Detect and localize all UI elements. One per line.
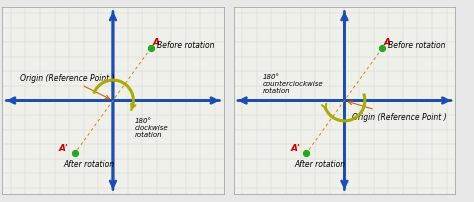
Point	[71, 152, 79, 155]
Text: A': A'	[291, 143, 300, 152]
Text: 180°
clockwise
rotation: 180° clockwise rotation	[135, 117, 168, 137]
Text: 180°
counterclockwise
rotation: 180° counterclockwise rotation	[263, 73, 323, 93]
Text: After rotation: After rotation	[64, 159, 115, 168]
Text: A': A'	[59, 143, 69, 152]
Text: After rotation: After rotation	[295, 159, 346, 168]
Text: A: A	[384, 37, 391, 46]
Point	[303, 152, 310, 155]
Text: Before rotation: Before rotation	[388, 40, 446, 49]
Text: A: A	[152, 37, 159, 46]
Point	[147, 47, 155, 50]
Text: Before rotation: Before rotation	[157, 40, 214, 49]
Text: Origin (Reference Point ): Origin (Reference Point )	[19, 74, 114, 99]
Text: Origin (Reference Point ): Origin (Reference Point )	[348, 101, 447, 122]
Point	[379, 47, 386, 50]
